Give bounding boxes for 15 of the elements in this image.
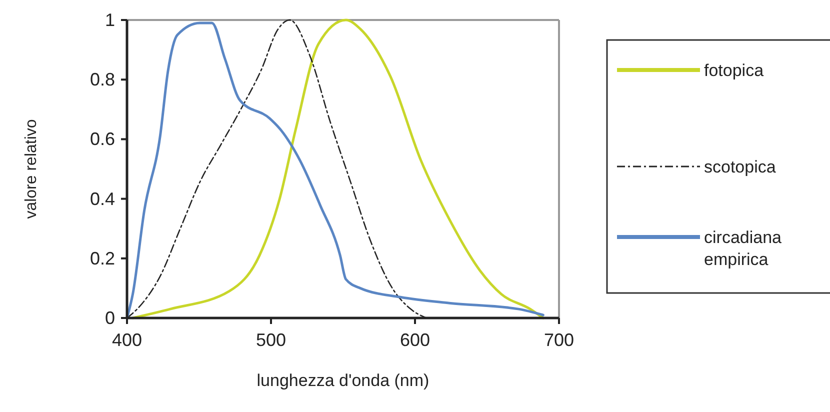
y-tick-label: 0.6 xyxy=(90,129,115,150)
x-tick-label: 600 xyxy=(400,330,430,350)
x-tick-label: 400 xyxy=(112,330,142,350)
y-tick-label: 0.2 xyxy=(90,248,115,268)
y-tick-label: 0.8 xyxy=(90,70,115,90)
legend-label: fotopica xyxy=(704,61,764,80)
y-tick-label: 1 xyxy=(104,10,115,30)
legend-label: scotopica xyxy=(704,158,776,176)
y-tick-label: 0.4 xyxy=(90,188,115,209)
x-tick-label: 700 xyxy=(544,330,574,350)
y-axis-title: valore relativo xyxy=(23,119,40,219)
x-tick-label: 500 xyxy=(256,330,286,350)
x-axis-title: lunghezza d'onda (nm) xyxy=(256,371,430,390)
legend-label: circadiana empirica xyxy=(704,228,782,269)
y-tick-label: 0 xyxy=(104,308,115,328)
